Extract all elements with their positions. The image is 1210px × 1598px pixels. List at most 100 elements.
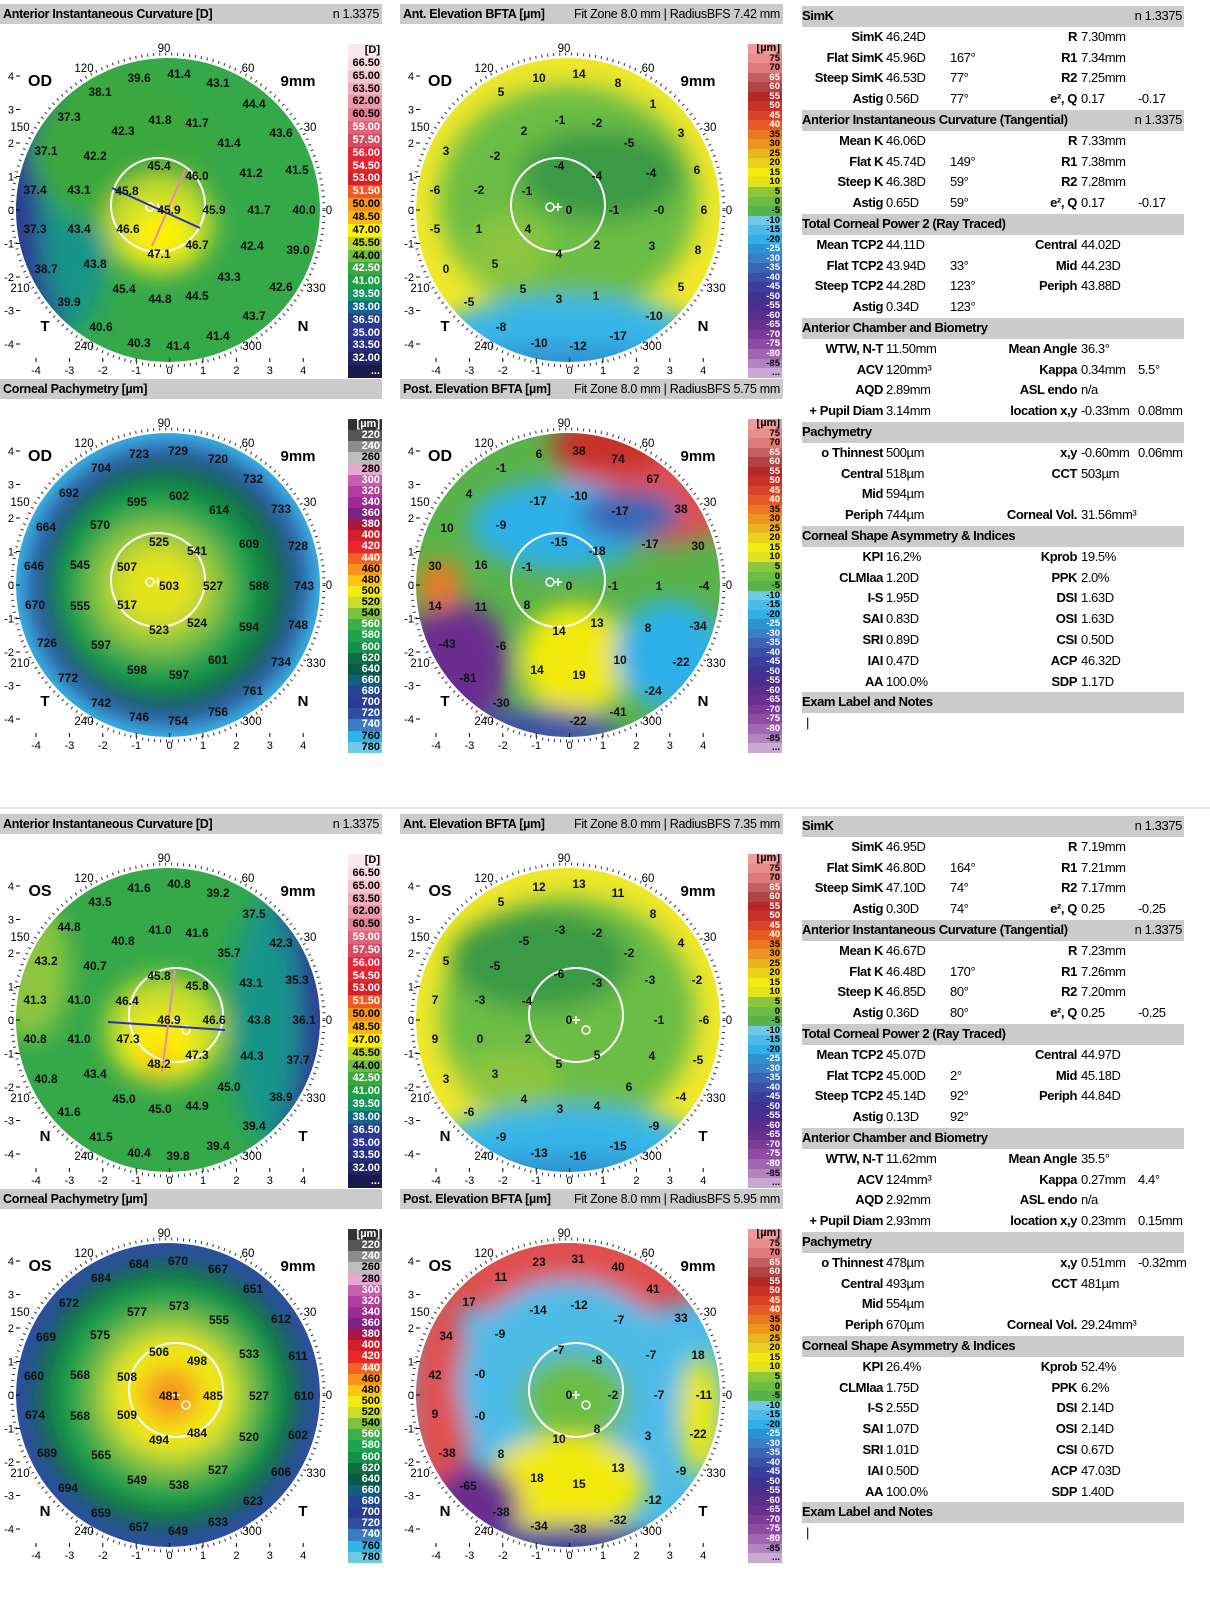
contour-value-label: -30 [492, 696, 510, 710]
measure-value-2: 0.50D [1081, 631, 1114, 647]
section-title: Anterior Chamber and Biometry [802, 319, 988, 335]
y-tick-label: -3 [404, 1116, 414, 1128]
x-tick-label: -1 [131, 1550, 141, 1560]
contour-value-label: -1 [522, 560, 533, 574]
y-tick-label: -2 [404, 272, 414, 284]
scale-step: 760 [348, 1540, 382, 1552]
color-scale-legend: [D] 66.50 65.00 63.50 62.00 60.50 59.00 57.50 56… [348, 854, 382, 1188]
contour-value-label: 10 [532, 71, 546, 85]
contour-value-label: -4 [554, 159, 565, 173]
contour-value-label: -0 [475, 1367, 486, 1381]
y-tick-label: 4 [408, 1256, 414, 1268]
contour-value-label: 674 [25, 1408, 45, 1422]
contour-value-label: 41.0 [67, 993, 91, 1007]
scale-step: 60 [748, 892, 782, 902]
y-tick-label: 1 [8, 172, 14, 184]
scale-step: -80 [748, 349, 782, 359]
contour-value-label: -65 [459, 1479, 477, 1493]
color-contour-fill [16, 433, 320, 737]
exam-notes-field[interactable]: | [802, 713, 1184, 734]
y-tick-label: 4 [8, 71, 14, 83]
contour-value-label: 30 [691, 539, 705, 553]
eye-label: OD [428, 73, 452, 90]
contour-value-label: 570 [90, 518, 110, 532]
measure-label: I-S [867, 1400, 884, 1416]
x-tick-label: 3 [267, 740, 273, 750]
measure-label: I-S [867, 590, 884, 606]
orientation-right-label: T [698, 1128, 707, 1145]
angle-label: 330 [306, 658, 325, 670]
contour-value-label: -16 [569, 1149, 587, 1163]
scale-step: -85 [748, 358, 782, 369]
measure-label: Astig [852, 91, 883, 107]
scale-step: -55 [748, 676, 782, 686]
measure-label-2: location x,y [1010, 1213, 1077, 1229]
scale-step: 30 [748, 514, 782, 524]
measure-extra: -0.32mm [1138, 1254, 1187, 1270]
scale-step: 15 [748, 167, 782, 178]
measure-axis: 2° [950, 1067, 962, 1083]
scale-step: 47.00 [348, 1033, 382, 1047]
measure-extra: -0.17 [1138, 195, 1166, 211]
contour-value-label: -4 [699, 579, 710, 593]
scale-step: 400 [348, 530, 382, 542]
scale-step: 680 [348, 686, 382, 698]
measure-value: 44.28D [886, 278, 926, 294]
scale-step: 500 [348, 585, 382, 597]
contour-value-label: -2 [592, 116, 603, 130]
measure-label-2: Kprob [1040, 1358, 1078, 1374]
scale-step: -40 [748, 1457, 782, 1468]
section-header: Corneal Shape Asymmetry & Indices [802, 525, 1184, 547]
x-tick-label: -2 [98, 740, 108, 750]
measurement-row: Mean TCP2 45.07D Central 44.97D [802, 1045, 1184, 1066]
contour-value-label: 41.4 [167, 67, 191, 81]
contour-value-label: -9 [676, 1464, 687, 1478]
measurement-row: Mean K 46.06D R 7.33mm [802, 131, 1184, 152]
scale-step: 420 [348, 541, 382, 553]
measure-extra: 0.06mm [1138, 444, 1183, 460]
scale-step: 33.50 [348, 1149, 382, 1163]
contour-value-label: -17 [609, 329, 627, 343]
y-tick-label: 4 [8, 446, 14, 458]
scale-step: 75 [748, 863, 782, 874]
scale-step: 25 [748, 523, 782, 534]
scale-step: 54.50 [348, 969, 382, 983]
contour-value-label: -1 [522, 184, 533, 198]
contour-value-label: -13 [530, 1146, 548, 1160]
x-tick-label: 4 [300, 1550, 306, 1560]
measure-axis: 33° [950, 257, 969, 273]
contour-value-label: 6 [701, 203, 708, 217]
scale-step: -10 [748, 1400, 782, 1411]
zone-circle [510, 532, 606, 628]
exam-notes-field[interactable]: | [802, 1523, 1184, 1544]
measure-value: 0.47D [886, 652, 919, 668]
x-tick-label: -2 [98, 1550, 108, 1560]
pupil-center-cross [154, 578, 162, 586]
thinnest-point-marker [581, 1025, 591, 1035]
angle-label: 150 [410, 497, 429, 509]
contour-value-label: 46.0 [185, 169, 209, 183]
scale-step: 50 [748, 1286, 782, 1296]
zone-circle [128, 1342, 224, 1438]
scale-step: 620 [348, 1462, 382, 1474]
measure-value-2: 1.63D [1081, 611, 1114, 627]
scale-step: 55 [748, 1276, 782, 1287]
map-header-info: Fit Zone 8.0 mm | RadiusBFS 7.35 mm [573, 817, 780, 831]
scale-step: 0 [748, 571, 782, 582]
contour-value-label: 3 [557, 1102, 564, 1116]
contour-value-label: 43.2 [34, 954, 58, 968]
contour-value-label: 46.6 [202, 1013, 226, 1027]
measure-label-2: location x,y [1010, 403, 1077, 419]
measurement-row: I-S 2.55D DSI 2.14D [802, 1398, 1184, 1419]
contour-value-label: 37.3 [57, 110, 81, 124]
measure-value-2: 0.25 [1081, 1005, 1105, 1021]
contour-value-label: 41.3 [23, 993, 47, 1007]
